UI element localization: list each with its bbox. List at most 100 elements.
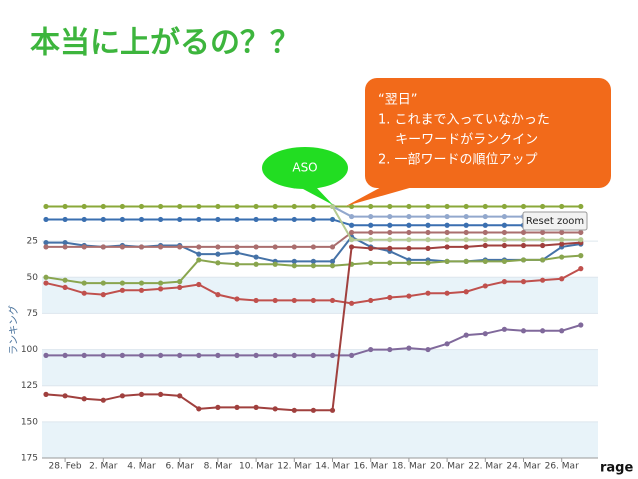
- y-tick-label: 25: [27, 237, 38, 247]
- data-point: [253, 203, 259, 210]
- data-point: [540, 203, 546, 210]
- reset-zoom-button[interactable]: [522, 211, 588, 231]
- data-point: [177, 284, 183, 291]
- data-point: [43, 244, 49, 250]
- data-point: [559, 254, 565, 260]
- data-point: [329, 297, 336, 304]
- data-point: [349, 203, 355, 210]
- data-point: [43, 352, 49, 358]
- data-point: [196, 203, 202, 210]
- data-point: [310, 407, 316, 413]
- data-point: [234, 261, 240, 267]
- slide-title: 本当に上がるの？？: [30, 26, 300, 61]
- data-point: [349, 229, 355, 236]
- data-point: [463, 289, 469, 295]
- y-tick-label: 100: [21, 345, 38, 355]
- data-point: [138, 280, 145, 286]
- data-point: [291, 258, 297, 264]
- callout: [365, 78, 611, 188]
- data-point: [578, 237, 584, 243]
- data-point: [540, 277, 546, 283]
- data-point: [196, 244, 202, 250]
- data-point: [62, 216, 68, 223]
- x-tick-label: 12. Mar: [277, 462, 311, 472]
- data-point: [540, 237, 546, 243]
- data-point: [463, 258, 469, 264]
- data-point: [559, 276, 565, 282]
- data-point: [234, 203, 240, 210]
- data-point: [540, 328, 546, 334]
- data-point: [425, 260, 431, 266]
- data-point: [482, 242, 488, 249]
- data-point: [520, 242, 527, 249]
- data-point: [43, 391, 49, 397]
- data-point: [463, 229, 469, 236]
- footer-fragment: rage: [600, 461, 633, 476]
- data-point: [100, 292, 106, 298]
- data-point: [463, 237, 469, 243]
- data-point: [368, 297, 374, 304]
- data-point: [81, 203, 87, 210]
- data-point: [540, 257, 546, 263]
- data-point: [444, 237, 450, 243]
- data-point: [100, 203, 106, 210]
- data-point: [463, 203, 469, 210]
- data-point: [482, 213, 488, 220]
- data-point: [520, 279, 527, 285]
- data-point: [329, 258, 336, 264]
- data-point: [62, 352, 68, 358]
- data-point: [559, 203, 565, 210]
- data-point: [177, 244, 183, 250]
- data-point: [119, 287, 125, 293]
- reset-zoom-label[interactable]: Reset zoom: [526, 216, 584, 227]
- data-point: [425, 346, 431, 353]
- data-point: [329, 407, 336, 413]
- data-point: [138, 391, 145, 397]
- y-tick-label: 50: [27, 273, 39, 283]
- data-point: [387, 229, 393, 236]
- data-point: [425, 203, 431, 210]
- data-point: [62, 393, 68, 399]
- data-point: [406, 260, 412, 266]
- data-point: [463, 213, 469, 220]
- data-point: [291, 263, 297, 269]
- data-point: [501, 258, 507, 264]
- data-point: [272, 352, 278, 358]
- data-point: [215, 216, 221, 223]
- data-point: [43, 216, 49, 223]
- callout-line: 2. 一部ワードの順位アップ: [378, 153, 538, 168]
- data-point: [177, 352, 183, 358]
- data-point: [444, 222, 450, 228]
- data-point: [253, 352, 259, 358]
- data-point: [234, 296, 240, 302]
- data-point: [406, 293, 412, 299]
- data-point: [444, 341, 450, 347]
- data-point: [62, 244, 68, 250]
- data-point: [425, 229, 431, 236]
- data-point: [482, 203, 488, 210]
- badge-text: ASO: [292, 161, 317, 175]
- data-point: [81, 280, 87, 286]
- data-point: [368, 229, 374, 236]
- data-point: [177, 279, 183, 285]
- x-tick-label: 20. Mar: [430, 462, 464, 472]
- data-point: [234, 404, 240, 410]
- data-point: [406, 237, 412, 243]
- data-point: [310, 244, 316, 250]
- x-tick-label: 28. Feb: [49, 462, 82, 472]
- data-point: [291, 244, 297, 250]
- data-point: [463, 222, 469, 228]
- data-point: [81, 290, 87, 296]
- data-point: [196, 352, 202, 358]
- data-point: [62, 284, 68, 291]
- data-point: [501, 326, 507, 332]
- data-point: [520, 328, 527, 334]
- plot-band: [42, 421, 598, 458]
- data-point: [100, 244, 106, 250]
- data-point: [520, 229, 527, 236]
- y-axis-title: ランキング: [7, 305, 20, 355]
- data-point: [253, 244, 259, 250]
- data-point: [482, 258, 488, 264]
- data-point: [329, 352, 336, 358]
